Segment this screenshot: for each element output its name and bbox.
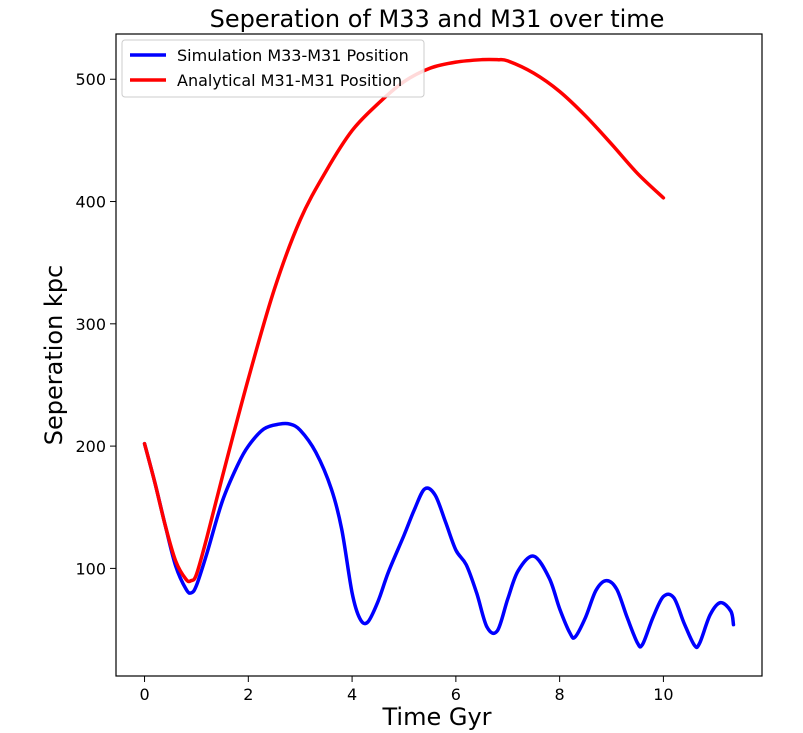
y-axis: 100 200 300 400 500 [75, 70, 116, 578]
x-axis-label: Time Gyr [381, 703, 491, 731]
x-tick-label: 2 [243, 685, 253, 704]
x-tick-label: 10 [653, 685, 673, 704]
chart-title: Seperation of M33 and M31 over time [210, 5, 665, 33]
x-axis: 0 2 4 6 8 10 [139, 676, 674, 704]
legend-box [121, 39, 425, 98]
series-line-1 [142, 421, 736, 650]
y-tick-label: 300 [75, 315, 106, 334]
legend-label: Simulation M33-M31 Position [177, 46, 409, 65]
legend-label: Analytical M31-M31 Position [177, 71, 402, 90]
y-tick-label: 100 [75, 559, 106, 578]
x-tick-label: 0 [139, 685, 149, 704]
y-axis-label: Seperation kpc [40, 265, 68, 446]
y-tick-label: 500 [75, 70, 106, 89]
legend: Simulation M33-M31 Position Analytical M3… [121, 39, 425, 98]
plot-frame [115, 33, 763, 677]
x-tick-label: 8 [555, 685, 565, 704]
series-layer [142, 57, 736, 650]
series-line-2 [142, 57, 666, 584]
x-tick-label: 4 [347, 685, 357, 704]
y-tick-label: 400 [75, 193, 106, 212]
x-tick-label: 6 [451, 685, 461, 704]
y-tick-label: 200 [75, 437, 106, 456]
